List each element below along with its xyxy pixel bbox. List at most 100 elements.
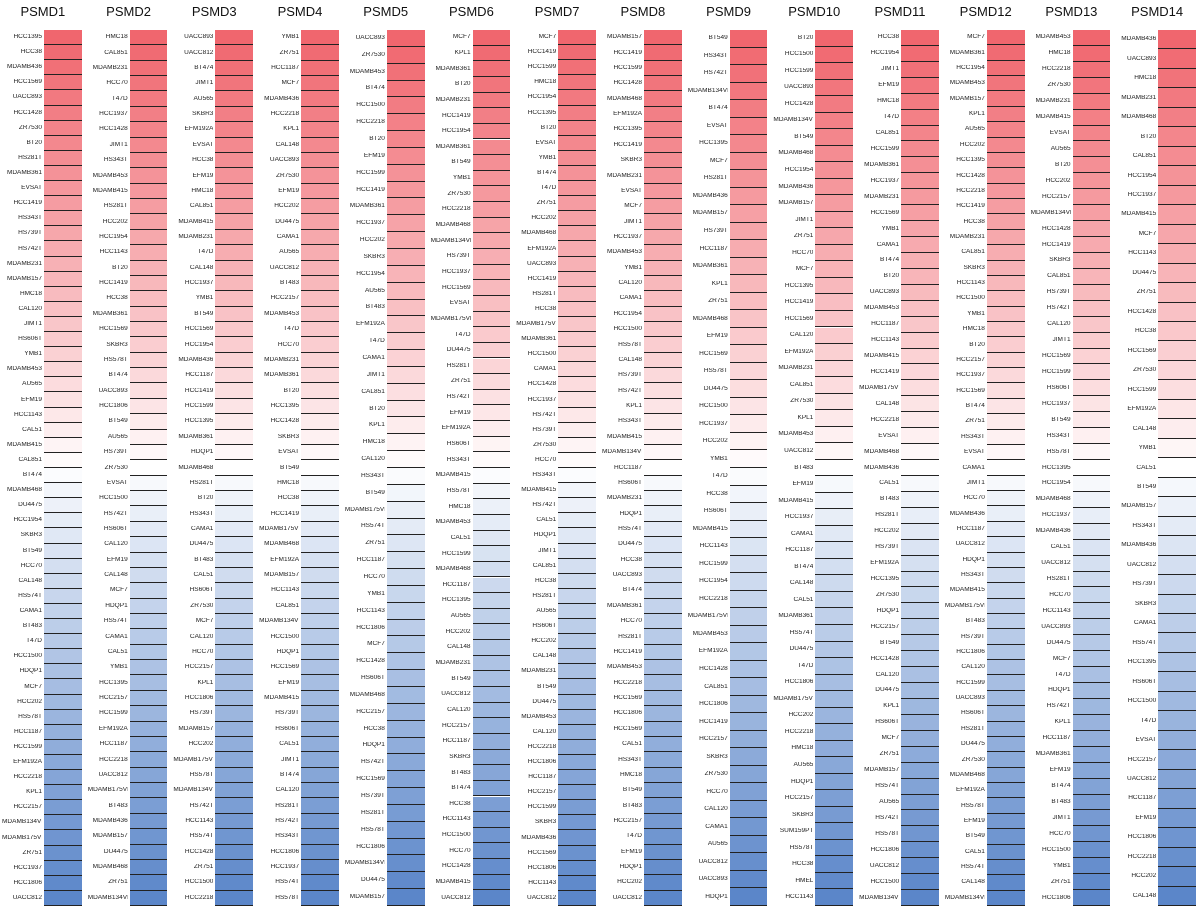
heatmap-cell xyxy=(644,736,682,753)
row-label: HDQP1 xyxy=(962,556,985,563)
heatmap-cell xyxy=(1072,698,1111,715)
heatmap-cell xyxy=(1158,633,1196,653)
row-label: CAL120 xyxy=(104,541,128,548)
row-label: CAL120 xyxy=(1047,321,1071,328)
heatmap-cell xyxy=(215,137,254,153)
heatmap-cell xyxy=(1072,332,1111,349)
row-label: HCC1954 xyxy=(613,310,642,317)
heatmap-cell xyxy=(901,890,939,906)
row-label: HCC2157 xyxy=(356,708,385,715)
heatmap-cell xyxy=(44,45,82,61)
row-label: JIMT1 xyxy=(1052,814,1071,821)
row-label: MDAMB415 xyxy=(949,587,985,594)
heatmap-cell xyxy=(644,444,682,461)
row-label: AU565 xyxy=(1050,145,1071,152)
heatmap-cell xyxy=(44,271,82,287)
panel-title: PSMD1 xyxy=(20,4,66,19)
row-label: DU4475 xyxy=(1046,639,1071,646)
row-label: EFM192A xyxy=(270,556,300,563)
heatmap-cell xyxy=(472,765,511,781)
row-label: HCC38 xyxy=(534,577,557,584)
heatmap-cell xyxy=(44,196,82,212)
row-label: HCC1419 xyxy=(613,141,642,148)
row-label: HS343T xyxy=(703,52,728,59)
row-label: CAMA1 xyxy=(962,464,985,471)
heatmap-cell xyxy=(472,421,511,437)
heatmap-cell xyxy=(215,398,254,415)
row-label: HCC2218 xyxy=(442,206,471,213)
heatmap-cell xyxy=(472,92,511,109)
heatmap-cell xyxy=(44,739,82,755)
row-label: HCC1599 xyxy=(99,710,128,717)
heatmap-cell xyxy=(1158,68,1196,89)
heatmap-cell xyxy=(815,377,854,394)
heatmap-cell xyxy=(729,380,768,398)
heatmap-cell xyxy=(129,45,168,61)
row-label: EFM19 xyxy=(621,848,642,855)
row-label: CAL851 xyxy=(275,602,300,609)
row-label: HCC1500 xyxy=(870,878,900,885)
heatmap-cell xyxy=(558,30,596,46)
heatmap-cell xyxy=(44,785,82,801)
row-label: UACC893 xyxy=(269,157,300,164)
heatmap-cell xyxy=(44,105,82,121)
row-label: HCC1419 xyxy=(1042,241,1071,248)
row-label: CAMA1 xyxy=(362,355,385,361)
heatmap-cell xyxy=(901,157,939,174)
panel-title: PSMD10 xyxy=(788,4,841,19)
row-label: HCC1569 xyxy=(956,387,985,394)
heatmap-cell xyxy=(44,498,82,514)
row-label: MDAMB231 xyxy=(435,96,471,103)
row-label: EFM19 xyxy=(278,187,300,194)
heatmap-cell xyxy=(901,539,939,556)
row-label: HS343T xyxy=(18,215,42,222)
heatmap-cell xyxy=(1072,555,1111,572)
row-label: CAL851 xyxy=(875,130,900,137)
row-label: CAL851 xyxy=(961,249,985,256)
heatmap-cell xyxy=(644,229,682,246)
row-label: HS742T xyxy=(446,394,471,401)
heatmap-cell xyxy=(129,275,168,292)
row-label: EVSAT xyxy=(878,432,900,439)
heatmap-cell xyxy=(986,583,1025,599)
heatmap-cell xyxy=(386,804,425,822)
row-label: HCC1500 xyxy=(527,351,557,358)
heatmap-cell xyxy=(215,783,254,799)
heatmap-cell xyxy=(729,362,768,381)
row-label: BT549 xyxy=(365,489,385,496)
heatmap-cell xyxy=(129,844,168,860)
row-label: CAL120 xyxy=(361,456,385,463)
row-label: MDAMB436 xyxy=(949,510,985,517)
row-label: MDAMB157 xyxy=(6,275,42,282)
heatmap-cell xyxy=(301,45,339,61)
row-label: HS739T xyxy=(703,227,728,234)
row-label: EVSAT xyxy=(21,185,42,192)
row-label: BT549 xyxy=(451,159,471,166)
row-label: EVSAT xyxy=(278,449,300,456)
heatmap-cell xyxy=(815,228,854,245)
row-label: HS606T xyxy=(446,441,471,448)
row-label: BT474 xyxy=(279,771,300,778)
heatmap-cell xyxy=(729,82,768,101)
heatmap-cell xyxy=(301,813,339,830)
row-label: HCC1806 xyxy=(13,879,42,886)
row-label: HS606T xyxy=(18,336,42,343)
row-label: HCC70 xyxy=(106,80,128,87)
heatmap-cell xyxy=(644,275,682,292)
heatmap-cell xyxy=(986,76,1025,92)
heatmap-cell xyxy=(1072,300,1111,317)
row-label: HCC1937 xyxy=(1127,191,1157,198)
heatmap-cell xyxy=(986,567,1025,584)
heatmap-cell xyxy=(729,800,768,819)
row-label: HCC70 xyxy=(534,456,557,463)
heatmap-cell xyxy=(901,109,939,126)
row-label: EFM192A xyxy=(784,348,814,355)
row-label: MDAMB231 xyxy=(1035,98,1071,105)
heatmap-cell xyxy=(1072,348,1111,365)
heatmap-cell xyxy=(129,429,168,445)
row-label: MDAMB231 xyxy=(92,64,128,71)
row-label: HCC70 xyxy=(192,648,214,655)
row-label: MDAMB436 xyxy=(1035,528,1071,535)
row-label: BT474 xyxy=(22,472,42,479)
heatmap-cell xyxy=(1072,619,1111,636)
